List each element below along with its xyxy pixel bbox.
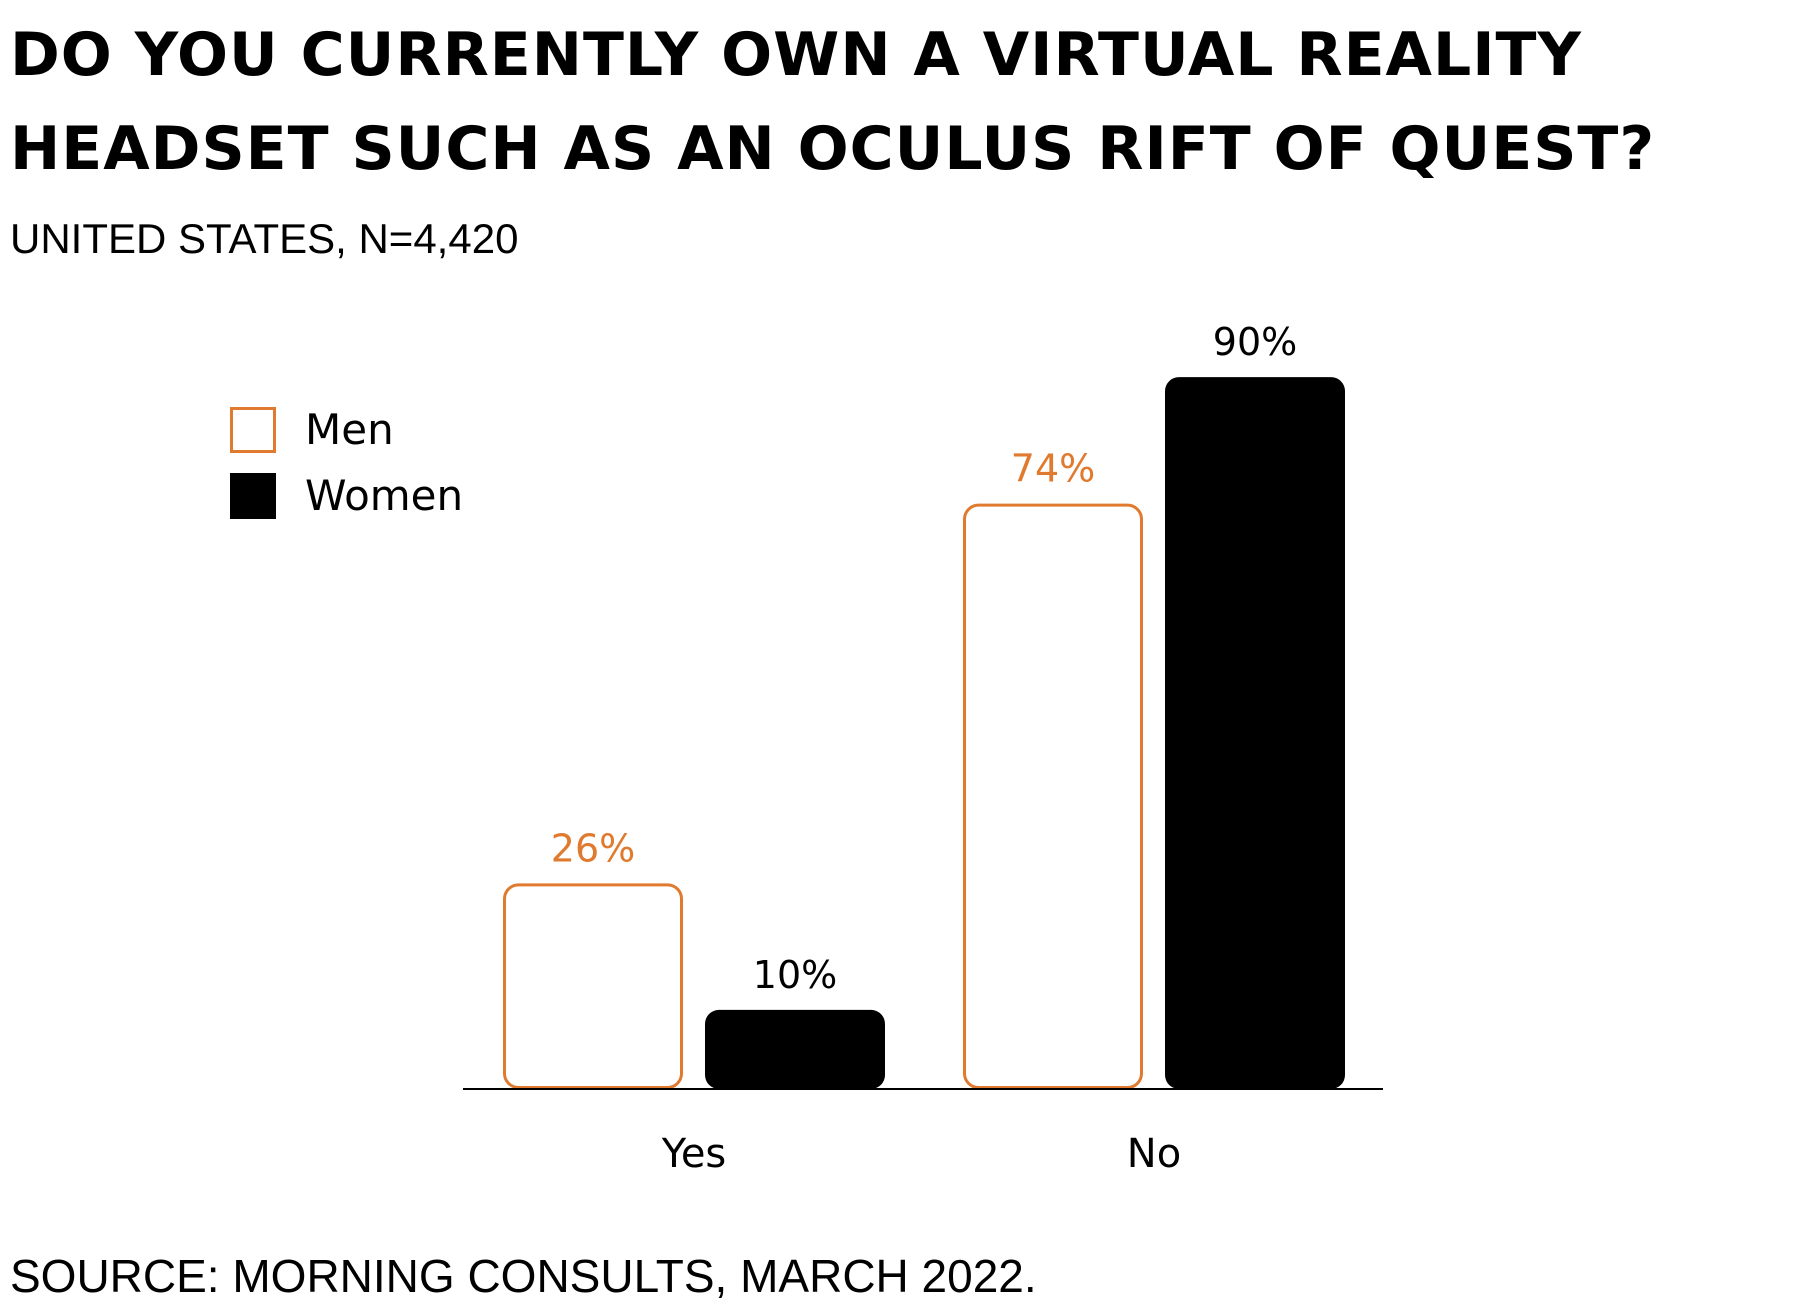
chart-subtitle: UNITED STATES, N=4,420 bbox=[10, 215, 519, 262]
legend-label-women: Women bbox=[305, 471, 463, 520]
data-label-women-yes: 10% bbox=[753, 953, 837, 997]
chart-title-line-2: HEADSET SUCH AS AN OCULUS RIFT OF QUEST? bbox=[10, 114, 1656, 184]
data-label-men-no: 74% bbox=[1011, 447, 1095, 491]
legend-swatch-men bbox=[230, 407, 276, 453]
source-note: SOURCE: MORNING CONSULTS, MARCH 2022. bbox=[10, 1250, 1037, 1302]
bar-women-yes bbox=[705, 1009, 885, 1089]
x-tick-label-no: No bbox=[1127, 1131, 1181, 1177]
bar-men-no bbox=[963, 503, 1143, 1090]
chart-title-line-1: DO YOU CURRENTLY OWN A VIRTUAL REALITY bbox=[10, 20, 1582, 90]
legend-swatch-women bbox=[230, 473, 276, 519]
data-label-men-yes: 26% bbox=[551, 826, 635, 870]
legend-label-men: Men bbox=[305, 405, 394, 454]
data-label-women-no: 90% bbox=[1213, 320, 1297, 364]
bar-men-yes bbox=[503, 883, 683, 1090]
x-tick-label-yes: Yes bbox=[661, 1131, 727, 1177]
bar-women-no bbox=[1165, 377, 1345, 1090]
